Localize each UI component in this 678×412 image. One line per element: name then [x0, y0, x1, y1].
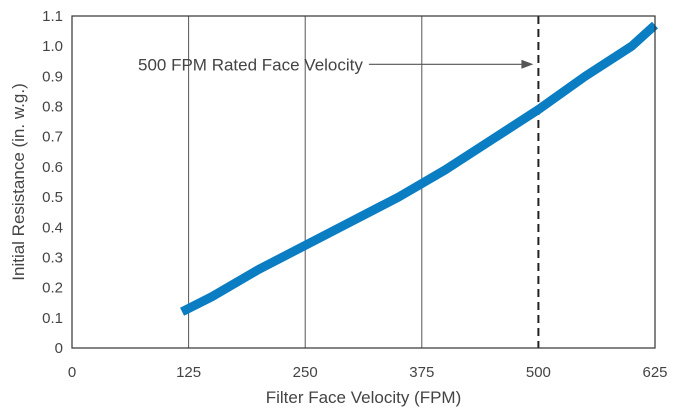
- x-tick-label: 0: [68, 364, 76, 381]
- y-tick-label: 0.4: [42, 219, 63, 236]
- series-layer: [180, 21, 659, 316]
- x-axis-title: Filter Face Velocity (FPM): [266, 388, 462, 407]
- y-axis-title: Initial Resistance (in. w.g.): [9, 83, 28, 280]
- y-tick-label: 0.5: [42, 189, 63, 206]
- annotation-layer: 500 FPM Rated Face Velocity: [138, 55, 534, 74]
- plot-frame: [71, 15, 656, 349]
- x-tick-label: 125: [176, 364, 201, 381]
- y-tick-label: 0.3: [42, 249, 63, 266]
- y-tick-label: 0: [55, 340, 63, 357]
- series-line-0: [180, 21, 659, 316]
- y-tick-label: 1.0: [42, 38, 63, 55]
- x-tick-label: 500: [526, 364, 551, 381]
- y-tick-label: 0.9: [42, 68, 63, 85]
- x-tick-label: 375: [409, 364, 434, 381]
- y-tick-label: 0.7: [42, 129, 63, 146]
- annotation-label: 500 FPM Rated Face Velocity: [138, 55, 363, 74]
- y-tick-label: 0.2: [42, 280, 63, 297]
- y-tick-label: 1.1: [42, 8, 63, 25]
- x-tick-label: 625: [642, 364, 667, 381]
- x-tick-label: 250: [293, 364, 318, 381]
- y-tick-label: 0.6: [42, 159, 63, 176]
- y-tick-labels: 0 0.1 0.2 0.3 0.4 0.5 0.6 0.7 0.8 0.9 1.0 1.1: [42, 8, 63, 357]
- annotation-arrowhead: [521, 59, 534, 69]
- y-tick-label: 0.1: [42, 310, 63, 327]
- y-tick-label: 0.8: [42, 99, 63, 116]
- x-tick-labels: 0 125 250 375 500 625: [68, 364, 668, 381]
